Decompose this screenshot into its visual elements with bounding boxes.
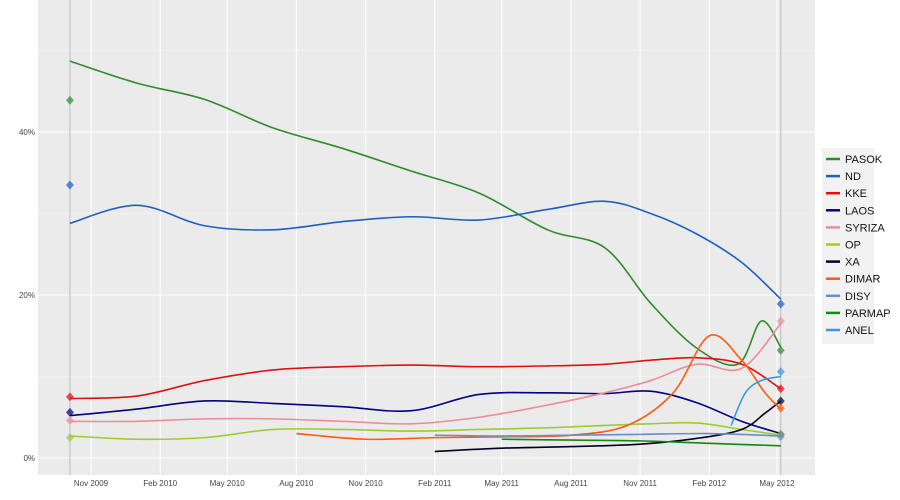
x-tick-label: Feb 2011 [418,479,452,488]
x-tick-label: Aug 2011 [554,479,588,488]
legend-item-parmap: PARMAP [826,308,891,320]
legend-item-anel: ANEL [826,325,874,337]
x-tick-label: Feb 2010 [143,479,177,488]
x-tick-label: May 2010 [210,479,246,488]
legend-item-pasok: PASOK [826,154,883,166]
trend-line-parmap [501,438,781,447]
legend-label: ANEL [845,325,874,337]
legend-item-laos: LAOS [826,205,874,217]
election-result-marker-syriza [65,416,74,426]
legend-label: PASOK [845,154,883,166]
legend-label: LAOS [845,205,874,217]
trend-line-dimar [296,334,782,441]
y-tick-label: 0% [23,454,35,463]
x-tick-label: Nov 2009 [74,479,109,488]
legend-label: SYRIZA [845,222,885,234]
y-tick-label: 40% [19,128,35,137]
election-result-marker-syriza [776,316,785,326]
legend-label: KKE [845,188,867,200]
legend-label: ND [845,171,861,183]
legend-label: DISY [845,291,871,303]
election-result-marker-laos [65,407,74,417]
legend-label: PARMAP [845,308,891,320]
election-result-marker-kke [776,384,785,394]
x-tick-label: May 2011 [484,479,519,488]
election-result-marker-pasok [65,95,74,105]
x-tick-label: Nov 2011 [623,479,657,488]
legend-item-kke: KKE [826,188,867,200]
election-result-marker-disy [776,432,785,442]
x-tick-label: Feb 2012 [692,479,726,488]
legend-label: DIMAR [845,274,881,286]
election-result-marker-anel [776,367,785,377]
trend-line-syriza [69,322,782,425]
election-result-marker-nd [776,299,785,309]
x-tick-label: Nov 2010 [348,479,383,488]
election-result-marker-nd [65,180,74,190]
election-result-marker-op [65,433,74,443]
legend-item-nd: ND [826,171,861,183]
trend-line-kke [69,356,782,400]
legend-label: OP [845,240,861,252]
legend-item-syriza: SYRIZA [826,222,885,234]
legend-item-disy: DISY [826,291,871,303]
legend-item-dimar: DIMAR [826,274,881,286]
plot-background [38,0,815,475]
election-result-marker-kke [65,392,74,402]
election-result-marker-pasok [776,345,785,355]
x-tick-label: Aug 2010 [279,479,314,488]
trend-line-nd [69,200,782,300]
trend-line-laos [69,390,781,435]
y-tick-label: 20% [19,291,35,300]
trend-line-xa [434,400,782,453]
election-result-marker-dimar [776,403,785,413]
legend-background [822,148,874,344]
trend-line-op [69,421,781,441]
trend-line-disy [434,432,781,437]
trend-line-anel [730,375,781,426]
legend-item-xa: XA [826,257,860,269]
legend-item-op: OP [826,240,861,252]
x-tick-label: May 2012 [759,479,795,488]
trend-line-pasok [69,60,782,367]
election-result-marker-xa [776,396,785,406]
legend-label: XA [845,257,860,269]
